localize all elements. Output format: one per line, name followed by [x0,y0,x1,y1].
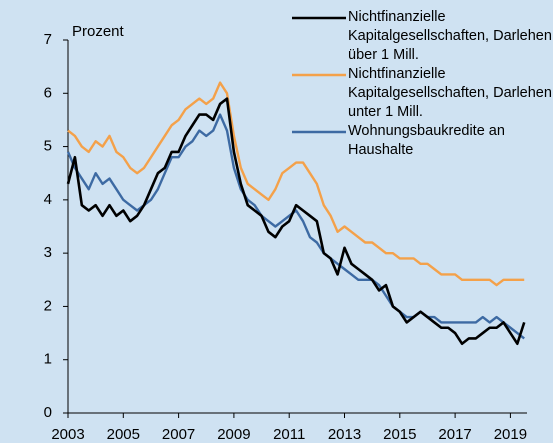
x-tick-label: 2011 [273,426,305,443]
x-tick-label: 2013 [328,426,361,443]
y-tick-label: 6 [44,84,52,101]
legend-swatch [292,16,346,20]
y-axis-label: Prozent [72,23,125,40]
legend-entry: Nichtfinanzielle Kapitalgesellschaften, … [290,65,553,122]
y-tick-label: 5 [44,138,52,155]
legend-swatch [292,73,346,77]
x-tick-label: 2007 [162,426,195,443]
series-line [67,81,525,287]
x-tick-label: 2017 [438,426,471,443]
y-tick-label: 0 [44,404,52,421]
y-tick-label: 4 [44,191,52,208]
x-tick-label: 2019 [494,426,527,443]
legend-entry: Wohnungsbaukredite an Haushalte [290,122,553,160]
legend-label: Nichtfinanzielle Kapitalgesellschaften, … [348,66,552,120]
x-tick-label: 2015 [383,426,416,443]
y-tick-label: 3 [44,244,52,261]
legend-label: Nichtfinanzielle Kapitalgesellschaften, … [348,9,552,63]
legend-entry: Nichtfinanzielle Kapitalgesellschaften, … [290,8,553,65]
y-tick-label: 1 [44,351,52,368]
x-tick-label: 2005 [107,426,140,443]
y-tick-label: 7 [44,31,52,48]
y-tick-label: 2 [44,297,52,314]
x-tick-label: 2009 [217,426,250,443]
legend: Nichtfinanzielle Kapitalgesellschaften, … [290,8,553,160]
series-line [66,97,526,346]
legend-swatch [292,130,346,134]
legend-label: Wohnungsbaukredite an Haushalte [348,123,505,158]
x-tick-label: 2003 [51,426,84,443]
